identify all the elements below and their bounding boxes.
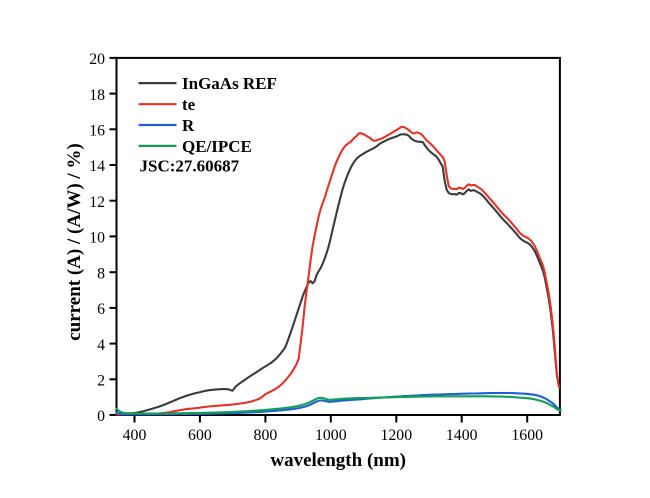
svg-text:1000: 1000 [315, 427, 347, 444]
svg-text:800: 800 [254, 427, 278, 444]
svg-text:8: 8 [97, 265, 105, 282]
svg-text:400: 400 [123, 427, 147, 444]
svg-text:0: 0 [97, 408, 105, 425]
svg-text:20: 20 [89, 51, 105, 68]
svg-text:6: 6 [97, 301, 105, 318]
svg-text:1600: 1600 [511, 427, 543, 444]
svg-text:2: 2 [97, 373, 105, 390]
svg-text:14: 14 [89, 158, 105, 175]
svg-text:10: 10 [89, 230, 105, 247]
svg-text:16: 16 [89, 123, 105, 140]
svg-text:wavelength (nm): wavelength (nm) [270, 450, 406, 471]
svg-text:600: 600 [188, 427, 212, 444]
svg-text:te: te [182, 95, 196, 114]
svg-text:JSC:27.60687: JSC:27.60687 [140, 157, 240, 176]
svg-text:current (A) / (A/W) / %): current (A) / (A/W) / %) [64, 143, 85, 341]
svg-text:18: 18 [89, 87, 105, 104]
svg-text:12: 12 [89, 194, 105, 211]
svg-text:R: R [182, 116, 195, 135]
svg-text:QE/IPCE: QE/IPCE [182, 137, 252, 156]
svg-text:1200: 1200 [381, 427, 413, 444]
svg-text:4: 4 [97, 337, 105, 354]
svg-text:InGaAs REF: InGaAs REF [182, 74, 277, 93]
svg-text:1400: 1400 [446, 427, 478, 444]
